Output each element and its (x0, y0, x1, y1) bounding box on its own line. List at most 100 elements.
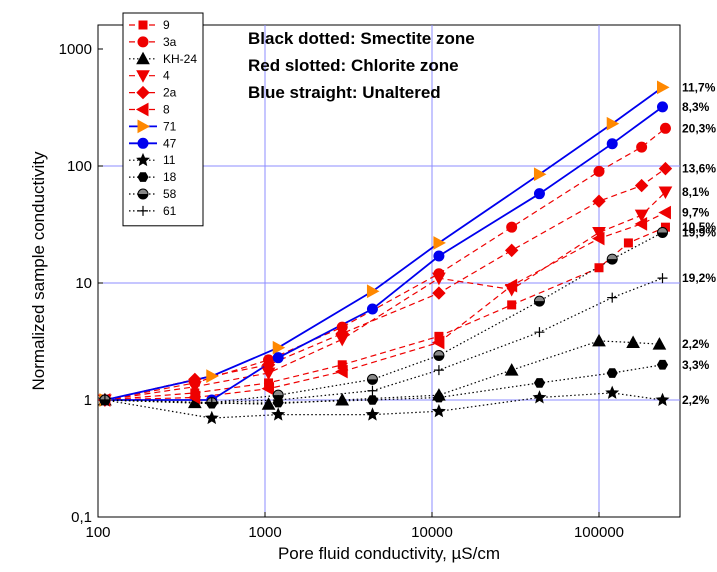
legend-marker (137, 36, 149, 48)
series-line-47 (104, 106, 664, 401)
point-2a (432, 286, 446, 300)
legend-label-18: 18 (163, 170, 177, 184)
y-tick-label: 100 (67, 158, 92, 175)
point-11 (605, 385, 620, 399)
point-2a (658, 161, 673, 176)
legend-label-71: 71 (163, 119, 177, 133)
legend-label-47: 47 (163, 136, 177, 150)
point-11 (365, 407, 380, 421)
end-label-4: 8,1% (682, 185, 710, 199)
annotation-smectite: Black dotted: Smectite zone (248, 29, 475, 48)
point-2a (335, 326, 349, 341)
point-47 (433, 250, 445, 262)
legend-label-58: 58 (163, 187, 177, 201)
legend-marker (135, 102, 149, 117)
point-71 (533, 167, 547, 182)
legend-label-4: 4 (163, 69, 170, 83)
end-label-58: 19,9% (682, 226, 716, 240)
point-3a (659, 122, 671, 134)
point-61 (534, 327, 545, 338)
series-line-71 (104, 86, 664, 401)
annotation-chlorite: Red slotted: Chlorite zone (248, 56, 459, 75)
end-label-3a: 20,3% (682, 121, 716, 135)
end-label-18: 3,3% (682, 358, 710, 372)
point-18 (606, 368, 618, 378)
point-61 (99, 395, 110, 405)
point-47 (606, 138, 618, 150)
point-4 (432, 272, 446, 286)
legend-marker (136, 70, 150, 83)
x-tick-label: 1000 (248, 524, 281, 541)
point-61 (657, 273, 668, 284)
y-tick-label: 0,1 (71, 509, 92, 526)
point-KH-24 (335, 392, 350, 406)
point-18 (433, 392, 445, 403)
end-label-9: 10,5% (682, 220, 716, 234)
legend-marker (138, 20, 148, 30)
point-58 (656, 227, 668, 239)
point-8 (261, 381, 275, 396)
point-11 (655, 392, 670, 406)
legend-box (122, 12, 204, 227)
legend-label-11: 11 (163, 153, 176, 167)
point-58 (366, 373, 378, 385)
point-18 (366, 395, 379, 405)
point-47 (366, 303, 378, 315)
legend-marker (136, 51, 150, 65)
point-9 (594, 263, 604, 273)
point-8 (658, 205, 671, 220)
point-3a (506, 221, 518, 233)
point-47 (656, 101, 668, 113)
axis-ticks: 100 1000 10000 100000 0,1 1 10 100 1000 (59, 41, 624, 541)
legend-label-2a: 2a (163, 86, 177, 100)
legend-marker (137, 172, 149, 182)
legend-marker (136, 85, 150, 100)
point-18 (656, 359, 669, 370)
point-8 (187, 390, 201, 405)
point-61 (367, 385, 378, 396)
point-11 (431, 403, 446, 418)
point-58 (606, 253, 618, 265)
annotations: Black dotted: Smectite zone Red slotted:… (248, 29, 475, 102)
legend-marker (138, 205, 148, 216)
legend-marker (136, 152, 150, 167)
end-label-2a: 13,6% (682, 162, 716, 176)
point-2a (261, 358, 276, 372)
point-KH-24 (504, 363, 519, 376)
point-71 (272, 340, 286, 355)
end-label-11: 2,2% (682, 393, 710, 407)
point-KH-24 (592, 333, 606, 347)
x-tick-label: 10000 (411, 524, 453, 541)
legend-label-9: 9 (163, 18, 170, 32)
legend-marker (137, 188, 149, 200)
point-11 (271, 407, 286, 421)
point-8 (504, 278, 518, 293)
point-8 (591, 231, 605, 246)
legend-label-3a: 3a (163, 35, 177, 49)
legend-label-8: 8 (163, 103, 170, 117)
point-8 (634, 217, 648, 231)
point-KH-24 (652, 337, 667, 350)
point-58 (533, 295, 545, 307)
point-2a (188, 372, 202, 387)
point-4 (658, 186, 673, 200)
end-label-KH-24: 2,2% (682, 337, 710, 351)
x-tick-label: 100000 (574, 524, 624, 541)
end-labels: 10,5% 20,3% 2,2% 8,1% 13,6% 9,7% 11,7% 8,3% 2,2%… (682, 80, 716, 407)
point-71 (656, 80, 670, 95)
series-markers (97, 80, 673, 425)
end-label-71: 11,7% (682, 80, 716, 94)
point-KH-24 (261, 397, 276, 410)
point-47 (533, 188, 545, 200)
point-2a (504, 243, 519, 258)
series-line-18 (104, 364, 663, 405)
point-8 (431, 335, 445, 350)
point-9 (623, 238, 633, 248)
point-11 (204, 410, 219, 425)
legend-marker (137, 137, 149, 149)
legend-label-61: 61 (163, 204, 177, 218)
end-label-47: 8,3% (682, 100, 710, 114)
point-2a (634, 178, 649, 193)
point-71 (366, 284, 380, 299)
x-tick-label: 100 (85, 524, 110, 541)
